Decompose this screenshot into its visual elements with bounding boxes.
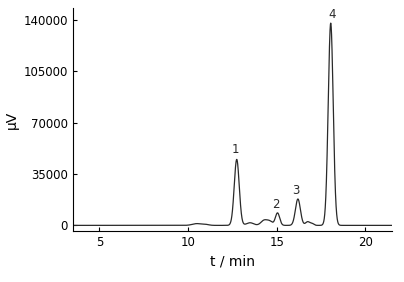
Text: 1: 1 <box>231 144 239 157</box>
Text: 4: 4 <box>329 8 336 21</box>
Y-axis label: μV: μV <box>5 111 19 129</box>
Text: 3: 3 <box>292 184 300 197</box>
X-axis label: t / min: t / min <box>210 255 255 269</box>
Text: 2: 2 <box>272 198 280 211</box>
